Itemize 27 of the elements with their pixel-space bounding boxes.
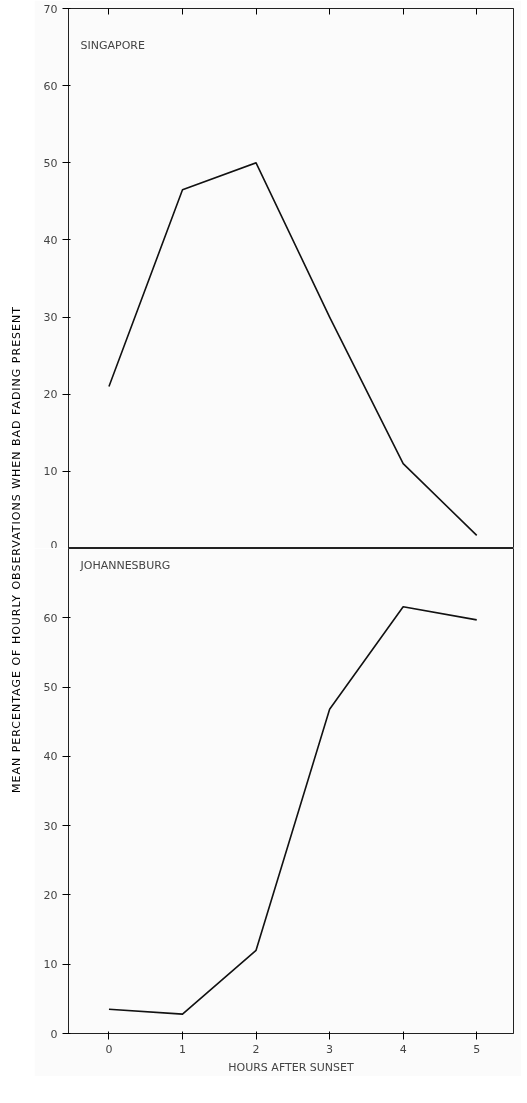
y-tick-label: 0 (50, 538, 58, 552)
y-tick-label: 60 (43, 79, 58, 93)
y-tick-label: 30 (43, 819, 58, 833)
y-tick-label: 50 (43, 681, 58, 695)
y-tick-label: 50 (43, 156, 58, 170)
x-tick-label: 3 (326, 1042, 334, 1056)
x-tick-label: 2 (252, 1042, 260, 1056)
line-series (108, 605, 478, 1015)
y-tick-label: 70 (43, 2, 58, 16)
x-tick-label: 1 (179, 1042, 187, 1056)
y-tick-label: 40 (43, 750, 58, 764)
line-series (108, 161, 478, 537)
y-tick-label: 0 (50, 1027, 58, 1041)
x-tick-label: 5 (473, 1042, 481, 1056)
text: JOHANNESBURG (79, 558, 171, 572)
y-tick-label: 30 (43, 311, 58, 325)
y-tick-label: 10 (43, 465, 58, 479)
y-tick-label: 40 (43, 233, 58, 247)
text: SINGAPORE (80, 38, 145, 52)
y-tick-label: 20 (43, 888, 58, 902)
x-tick-label: 4 (399, 1042, 407, 1056)
y-tick-label: 10 (43, 958, 58, 972)
y-tick-label: 60 (43, 611, 58, 625)
x-tick-label: 0 (105, 1042, 113, 1056)
y-axis-title: MEAN PERCENTAGE OF HOURLY OBSERVATIONS WHEN BAD FADING PRESENT (9, 306, 25, 794)
y-tick-label: 20 (43, 388, 58, 402)
x-axis-title: HOURS AFTER SUNSET (228, 1060, 355, 1074)
